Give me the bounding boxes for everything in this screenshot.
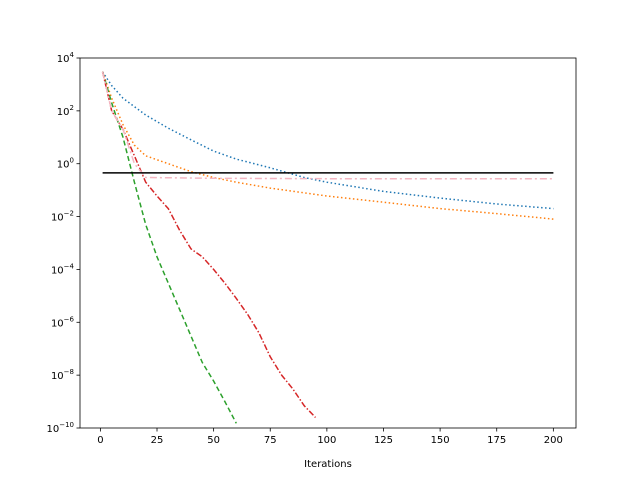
series-line-4 <box>101 71 317 419</box>
y-tick-label: 10−10 <box>46 421 74 435</box>
y-tick-label: 104 <box>57 51 75 65</box>
series-line-2 <box>101 71 554 220</box>
y-tick-label: 10−4 <box>51 262 75 276</box>
x-tick-label: 150 <box>431 435 450 446</box>
series-line-5 <box>101 71 554 180</box>
x-tick-label: 200 <box>544 435 563 446</box>
series-line-1 <box>101 71 554 210</box>
y-tick-label: 10−6 <box>51 315 75 329</box>
plot-frame <box>79 57 577 429</box>
series-lines <box>101 71 554 424</box>
y-tick-label: 100 <box>57 157 74 171</box>
x-axis-ticks: 0 25 50 75 100 125 150 175 200 <box>97 428 563 446</box>
x-tick-label: 125 <box>374 435 393 446</box>
x-axis-label: Iterations <box>304 459 352 470</box>
x-tick-label: 100 <box>317 435 336 446</box>
x-tick-label: 25 <box>151 435 164 446</box>
y-tick-label: 10−8 <box>51 368 74 382</box>
x-tick-label: 0 <box>97 435 103 446</box>
series-line-3 <box>101 71 237 424</box>
y-axis-ticks: 104 102 100 10−2 10−4 10−6 10−8 10−10 <box>46 51 80 435</box>
x-tick-label: 50 <box>207 435 220 446</box>
y-tick-label: 102 <box>57 104 74 118</box>
y-tick-label: 10−2 <box>51 210 74 224</box>
x-tick-label: 75 <box>264 435 277 446</box>
x-tick-label: 175 <box>487 435 506 446</box>
